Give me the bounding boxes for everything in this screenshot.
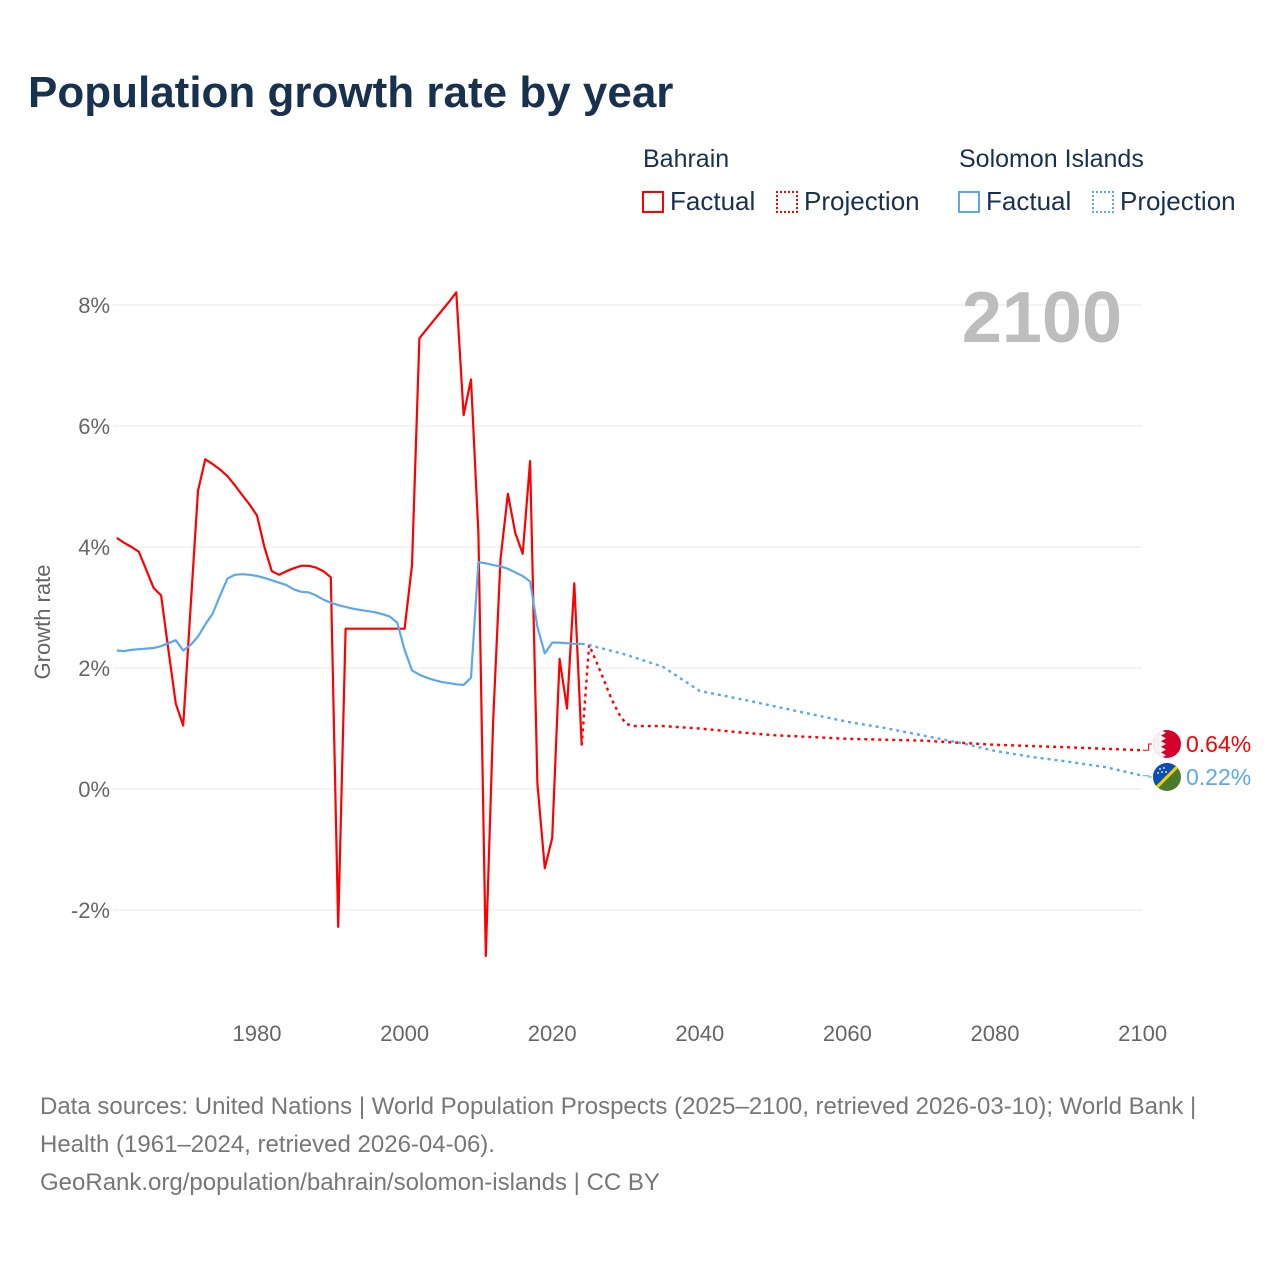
legend-group-solomon: Solomon Islands [959,145,1144,173]
leader-line [1142,743,1152,751]
x-tick-label: 2080 [971,1021,1020,1046]
legend-label: Factual [986,186,1072,216]
legend-swatch-dotted [1092,190,1114,213]
y-tick-label: -2% [71,898,110,923]
x-tick-label: 2020 [528,1021,577,1046]
y-tick-label: 8% [78,293,110,318]
solomon-islands-flag-icon [1153,763,1181,791]
data-sources: Data sources: United Nations | World Pop… [40,1093,1197,1158]
x-tick-label: 2040 [675,1021,724,1046]
y-tick-label: 0% [78,777,110,802]
y-axis-label: Growth rate [30,565,55,680]
solomon-islands-end-value: 0.22% [1186,764,1251,790]
x-tick-label: 1980 [233,1021,282,1046]
x-tick-label: 2100 [1118,1021,1167,1046]
bahrain-end-value: 0.64% [1186,731,1251,757]
bahrain-flag-icon [1153,730,1181,758]
year-watermark: 2100 [962,278,1122,358]
bahrain-factual-line [116,291,583,958]
y-tick-label: 4% [78,535,110,560]
legend-label: Projection [804,186,920,216]
y-tick-label: 2% [78,656,110,681]
leader-line [1142,775,1152,778]
legend-swatch-solid [642,190,664,213]
x-tick-label: 2060 [823,1021,872,1046]
legend-bahrain-factual[interactable]: Factual [642,186,755,217]
legend-swatch-solid [958,190,980,213]
solomon-islands-projection-line [581,642,1143,777]
legend-label: Projection [1120,186,1236,216]
legend-swatch-dotted [776,190,798,213]
solomon-islands-factual-line [116,560,582,687]
legend-bahrain-projection[interactable]: Projection [776,186,920,217]
legend-solomon-factual[interactable]: Factual [958,186,1071,217]
page-title: Population growth rate by year [28,68,674,117]
bahrain-projection-line [580,644,1143,752]
legend-solomon-projection[interactable]: Projection [1092,186,1236,217]
credit-link[interactable]: GeoRank.org/population/bahrain/solomon-i… [40,1169,660,1196]
y-tick-label: 6% [78,414,110,439]
footer: Data sources: United Nations | World Pop… [40,1088,1240,1202]
legend-label: Factual [670,186,756,216]
x-tick-label: 2000 [380,1021,429,1046]
legend-group-bahrain: Bahrain [643,145,730,173]
